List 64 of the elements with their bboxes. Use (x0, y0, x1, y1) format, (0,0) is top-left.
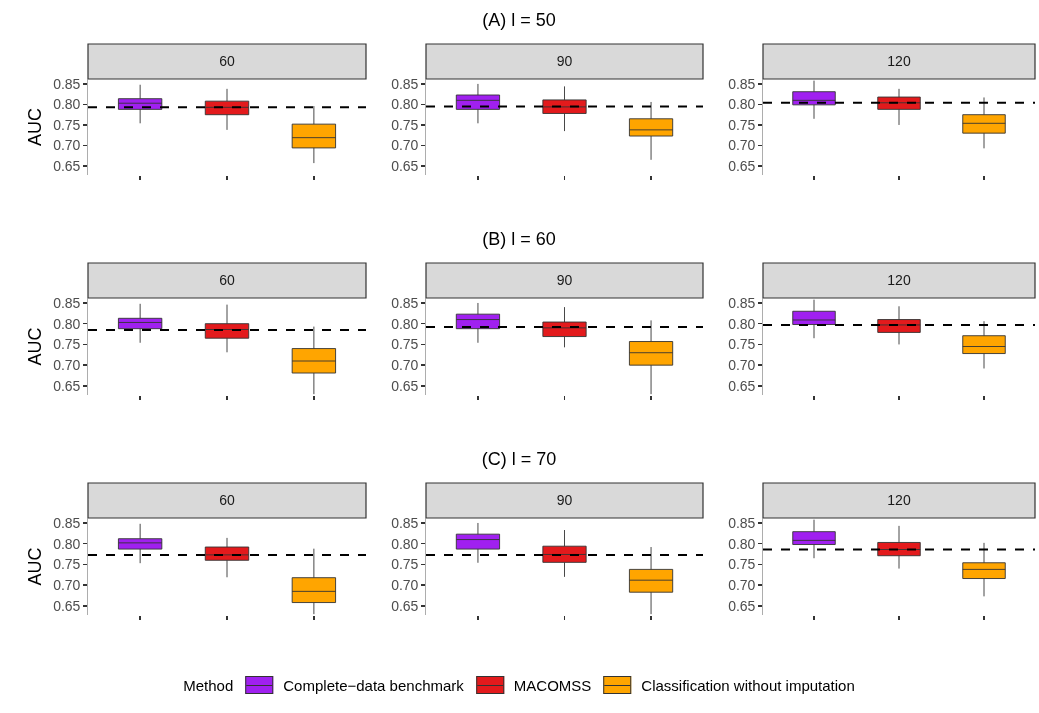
y-tick-label: 0.65 (728, 157, 756, 174)
y-tick-label: 0.85 (728, 75, 756, 92)
chart-title: 120 (887, 492, 911, 509)
y-tick-label: 0.85 (53, 514, 81, 531)
y-tick-label: 0.80 (391, 535, 419, 552)
y-tick-label: 0.75 (53, 336, 81, 353)
y-tick-label: 0.75 (391, 116, 419, 133)
y-tick-label: 0.80 (53, 315, 81, 332)
y-tick-label: 0.85 (391, 294, 419, 311)
y-tick-label: 0.85 (391, 514, 419, 531)
y-tick-label: 0.65 (391, 597, 419, 614)
y-tick-label: 0.75 (53, 116, 81, 133)
chart-title: 60 (219, 272, 235, 289)
legend-label: Complete−data benchmark (283, 676, 464, 694)
y-tick-label: 0.75 (391, 556, 419, 573)
y-tick-label: 0.85 (53, 294, 81, 311)
y-tick-label: 0.80 (728, 315, 756, 332)
y-tick-label: 0.80 (391, 315, 419, 332)
chart-title: 90 (556, 492, 573, 509)
y-tick-label: 0.65 (53, 597, 81, 614)
chart-subtitle: (C) l = 70 (481, 449, 557, 470)
chart-title: 120 (887, 272, 911, 289)
y-tick-label: 0.65 (391, 377, 419, 394)
chart-title: 60 (219, 53, 235, 70)
y-tick-label: 0.65 (53, 157, 81, 174)
y-tick-label: 0.80 (728, 96, 756, 113)
legend-title: Method (183, 676, 234, 694)
y-tick-label: 0.65 (53, 377, 81, 394)
y-tick-label: 0.85 (391, 75, 419, 92)
y-tick-label: 0.85 (728, 294, 756, 311)
y-tick-label: 0.70 (391, 137, 419, 154)
y-tick-label: 0.80 (53, 535, 81, 552)
chart-title: 120 (887, 53, 911, 70)
y-tick-label: 0.70 (391, 357, 419, 374)
legend-label: Classification without imputation (641, 676, 855, 694)
y-tick-label: 0.75 (728, 116, 756, 133)
y-tick-label: 0.75 (728, 556, 756, 573)
y-tick-label: 0.65 (728, 597, 756, 614)
chart-title: 90 (556, 53, 573, 70)
y-tick-label: 0.70 (728, 137, 756, 154)
y-tick-label: 0.70 (53, 577, 81, 594)
y-tick-label: 0.80 (391, 96, 419, 113)
y-tick-label: 0.80 (728, 535, 756, 552)
chart-subtitle: (A) l = 50 (482, 10, 556, 31)
y-tick-label: 0.85 (728, 514, 756, 531)
y-tick-label: 0.65 (728, 377, 756, 394)
y-tick-label: 0.65 (391, 157, 419, 174)
y-tick-label: 0.70 (391, 577, 419, 594)
y-tick-label: 0.75 (728, 336, 756, 353)
y-axis-title: AUC (25, 107, 46, 147)
y-tick-label: 0.75 (391, 336, 419, 353)
y-axis-title: AUC (25, 547, 46, 586)
y-tick-label: 0.85 (53, 75, 81, 92)
chart-subtitle: (B) l = 60 (482, 229, 556, 250)
legend-label: MACOMSS (513, 676, 592, 694)
y-axis-title: AUC (25, 327, 46, 366)
y-tick-label: 0.70 (53, 137, 81, 154)
y-tick-label: 0.70 (728, 357, 756, 374)
y-tick-label: 0.80 (53, 96, 81, 113)
chart-title: 60 (219, 492, 235, 509)
chart-title: 90 (556, 272, 573, 289)
y-tick-label: 0.75 (53, 556, 81, 573)
y-tick-label: 0.70 (53, 357, 81, 374)
y-tick-label: 0.70 (728, 577, 756, 594)
